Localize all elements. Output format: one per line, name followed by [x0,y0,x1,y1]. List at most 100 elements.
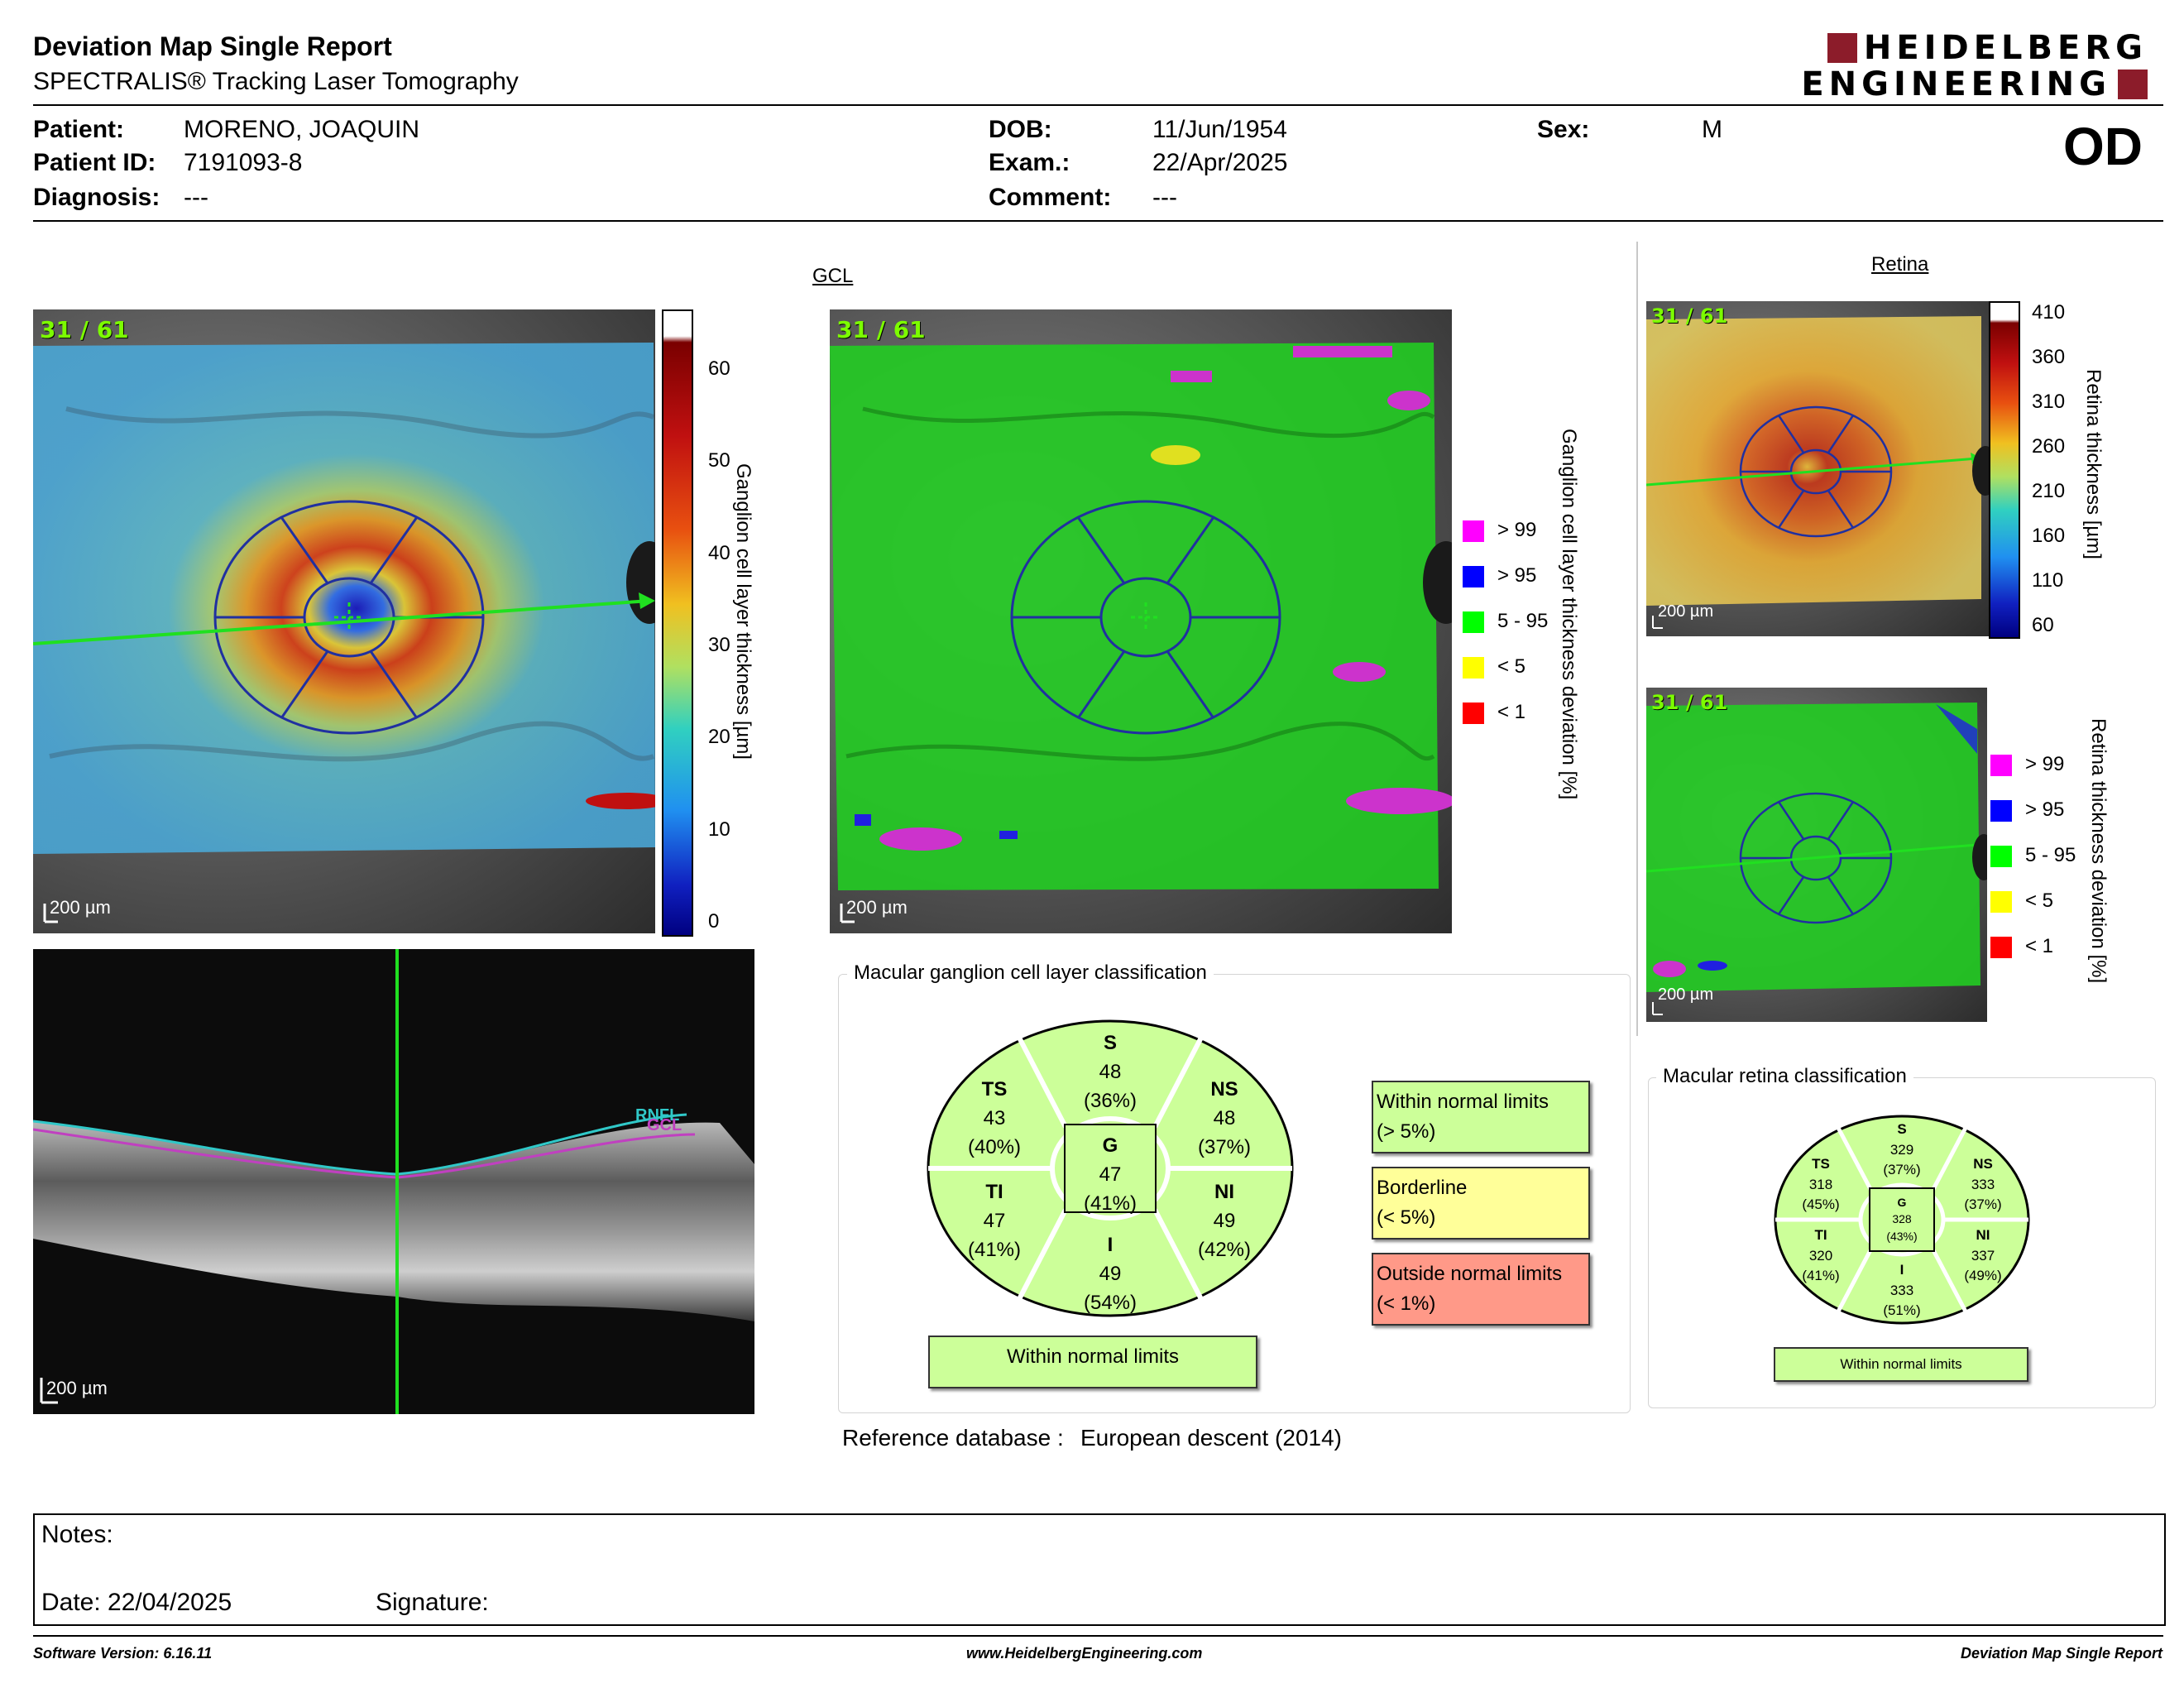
retina-deviation-axis-title: Retina thickness deviation [%] [2087,718,2110,984]
gcl-sector-name: TS [981,1078,1008,1101]
gcl-cls-legend-item: Borderline (< 5%) [1372,1167,1590,1240]
gcl-cls-legend-line2: (> 5%) [1377,1120,1436,1143]
retina-deviation-map: 31 / 61 200 µm [1646,688,1987,1022]
retina-thickness-map-graphic [1646,316,1990,629]
patient-divider [33,220,2163,222]
retina-sector-pct: (51%) [1883,1302,1921,1319]
retina-sector-ti: TI 320 (41%) [1792,1225,1850,1287]
gcl-sector-value: 49 [1099,1262,1122,1285]
gcl-sector-value: 47 [1099,1163,1122,1186]
reference-db-value: European descent (2014) [1080,1425,1342,1451]
gcl-classification-title: Macular ganglion cell layer classificati… [847,961,1214,985]
footer-report-name: Deviation Map Single Report [1960,1645,2162,1662]
notes-date: Date: 22/04/2025 [41,1589,232,1616]
gcl-sector-value: 43 [983,1106,1006,1129]
retina-dev-legend-label: < 5 [2025,890,2054,912]
gcl-cls-legend-line1: Outside normal limits [1377,1263,1563,1285]
gcl-layer-label: GCL [647,1116,682,1134]
gcl-sector-chart-graphic [927,1019,1294,1317]
retina-dev-scale: 200 µm [1658,985,1714,1004]
gcl-sector-s: S 48 (36%) [1069,1029,1152,1115]
gcl-colorbar-tick: 0 [708,910,720,933]
retina-colorbar-title: Retina thickness [µm] [2082,369,2105,559]
gcl-deviation-axis-title: Ganglion cell layer thickness deviation … [1558,429,1580,800]
patient-id: 7191093-8 [184,149,303,176]
retina-sector-chart: S 329 (37%) TS 318 (45%) NS 333 (37%) G 328 (43%) TI… [1774,1115,2030,1325]
retina-map-scan-count: 31 / 61 [1651,305,1728,328]
gcl-cls-legend-line1: Within normal limits [1377,1091,1549,1113]
retina-sector-value: 320 [1808,1247,1833,1264]
retina-sector-ns: NS 333 (37%) [1954,1154,2012,1216]
gcl-dev-legend-label: > 99 [1497,519,1537,541]
gcl-sector-i: I 49 (54%) [1069,1231,1152,1317]
header-divider [33,104,2163,106]
gcl-sector-ti: TI 47 (41%) [953,1178,1036,1264]
gcl-cls-legend-item: Within normal limits (> 5%) [1372,1081,1590,1153]
retina-sector-name: TS [1812,1156,1830,1172]
retina-sector-s: S 329 (37%) [1873,1120,1931,1181]
gcl-sector-value: 49 [1213,1209,1236,1232]
gcl-sector-ts: TS 43 (40%) [953,1076,1036,1162]
retina-sector-ts: TS 318 (45%) [1792,1154,1850,1216]
retina-classification-title: Macular retina classification [1656,1065,1913,1088]
retina-dev-legend-swatch [1990,755,2012,776]
retina-colorbar-tick: 360 [2032,346,2066,368]
retina-sector-value: 333 [1889,1282,1914,1298]
exam-label: Exam.: [989,149,1070,176]
rnfl-layer-label: RNFL [635,1106,680,1125]
gcl-cls-legend-line2: (< 1%) [1377,1292,1436,1315]
gcl-map-scan-count: 31 / 61 [40,316,129,343]
retina-sector-name: NI [1976,1227,1990,1243]
retina-sector-value: 328 [1892,1212,1912,1226]
gcl-cls-legend-line2: (< 5%) [1377,1206,1436,1229]
retina-colorbar-tick: 110 [2032,569,2064,592]
retina-colorbar [1989,301,2020,639]
gcl-dev-legend-label: > 95 [1497,564,1537,587]
gcl-sector-pct: (54%) [1083,1291,1138,1314]
retina-colorbar-tick: 410 [2032,301,2066,324]
gcl-sector-ni: NI 49 (42%) [1183,1178,1266,1264]
gcl-sector-pct: (42%) [1197,1238,1252,1261]
retina-sector-value: 318 [1808,1176,1833,1192]
oct-bscan: RNFL GCL 200 µm [33,949,754,1414]
gcl-sector-name: TI [985,1181,1003,1203]
retina-sector-pct: (37%) [1964,1196,2002,1213]
gcl-map-scale: 200 µm [50,897,111,918]
retina-colorbar-tick: 260 [2032,435,2066,458]
comment-value: --- [1152,184,1177,211]
gcl-colorbar-tick: 10 [708,818,730,841]
gcl-thickness-map-graphic [33,343,655,923]
logo-square-icon [1827,33,1857,63]
gcl-dev-legend-label: 5 - 95 [1497,610,1549,632]
gcl-dev-legend-swatch [1463,611,1484,633]
retina-sector-name: NS [1973,1156,1993,1172]
notes-label: Notes: [41,1521,113,1548]
gcl-cls-legend-line1: Borderline [1377,1177,1468,1199]
retina-thickness-map: 31 / 61 200 µm [1646,301,1990,636]
retina-sector-pct: (45%) [1802,1196,1840,1213]
retina-sector-chart-graphic [1774,1115,2030,1325]
logo-square-icon [2118,70,2148,99]
gcl-sector-name: G [1102,1134,1118,1157]
retina-sector-pct: (37%) [1883,1162,1921,1178]
diagnosis-value: --- [184,184,208,211]
notes-signature: Signature: [376,1589,489,1616]
gcl-sector-pct: (37%) [1197,1135,1252,1158]
footer-divider [33,1635,2163,1637]
retina-sector-name: TI [1814,1227,1827,1243]
gcl-deviation-map-graphic [830,343,1452,923]
sex-value: M [1702,116,1722,143]
gcl-classification-panel [838,974,1631,1413]
notes-box [33,1513,2166,1626]
retina-dev-legend-label: < 1 [2025,935,2054,957]
gcl-dev-legend-label: < 1 [1497,701,1526,723]
report-subtitle: SPECTRALIS® Tracking Laser Tomography [33,68,519,95]
gcl-sector-pct: (41%) [1083,1192,1138,1215]
gcl-sector-pct: (36%) [1083,1089,1138,1112]
retina-colorbar-tick: 210 [2032,480,2066,502]
gcl-sector-value: 48 [1099,1060,1122,1083]
gcl-sector-chart: S 48 (36%) TS 43 (40%) NS 48 (37%) G 47 (41%) TI 47 (4… [927,1019,1294,1317]
gcl-thickness-map: 31 / 61 200 µm [33,309,655,933]
software-version: Software Version: 6.16.11 [33,1645,213,1662]
bscan-scale: 200 µm [46,1378,108,1398]
